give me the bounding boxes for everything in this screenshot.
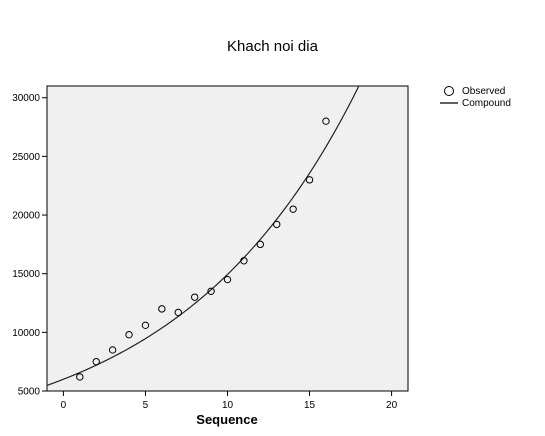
y-axis: 5000 10000 15000 20000 25000 30000 <box>12 93 47 398</box>
observed-point <box>125 330 133 339</box>
observed-point <box>158 305 166 313</box>
x-tick-label: 5 <box>143 400 149 411</box>
observed-point <box>207 287 215 295</box>
x-tick-label: 10 <box>222 400 234 411</box>
observed-point <box>305 176 314 184</box>
x-tick-label: 15 <box>304 400 316 411</box>
observed-point <box>273 220 281 229</box>
plot-area <box>46 85 409 392</box>
observed-points <box>76 117 330 381</box>
observed-point <box>256 240 265 249</box>
observed-point <box>141 321 150 330</box>
y-tick-label: 15000 <box>12 269 40 280</box>
x-axis-label: Sequence <box>196 412 257 427</box>
legend-observed-marker <box>444 86 454 96</box>
x-axis: 0 5 10 15 20 <box>61 391 398 411</box>
observed-point <box>174 308 182 317</box>
x-tick-label: 20 <box>386 400 398 411</box>
legend-observed-label: Observed <box>462 86 505 97</box>
observed-point <box>108 346 117 354</box>
observed-point <box>76 373 84 381</box>
observed-point <box>240 257 248 265</box>
legend-compound-label: Compound <box>462 98 511 109</box>
observed-point <box>190 293 199 301</box>
y-tick-label: 20000 <box>12 211 40 222</box>
chart-title: Khach noi dia <box>227 38 318 55</box>
observed-point <box>289 205 297 213</box>
observed-point <box>92 357 100 366</box>
y-tick-label: 10000 <box>12 328 40 339</box>
y-tick-label: 25000 <box>12 152 40 163</box>
observed-point <box>322 117 330 125</box>
observed-point <box>223 275 232 284</box>
y-tick-label: 30000 <box>12 93 40 104</box>
y-tick-label: 5000 <box>18 387 41 398</box>
legend: Observed Compound <box>440 86 511 109</box>
x-tick-label: 0 <box>61 400 67 411</box>
